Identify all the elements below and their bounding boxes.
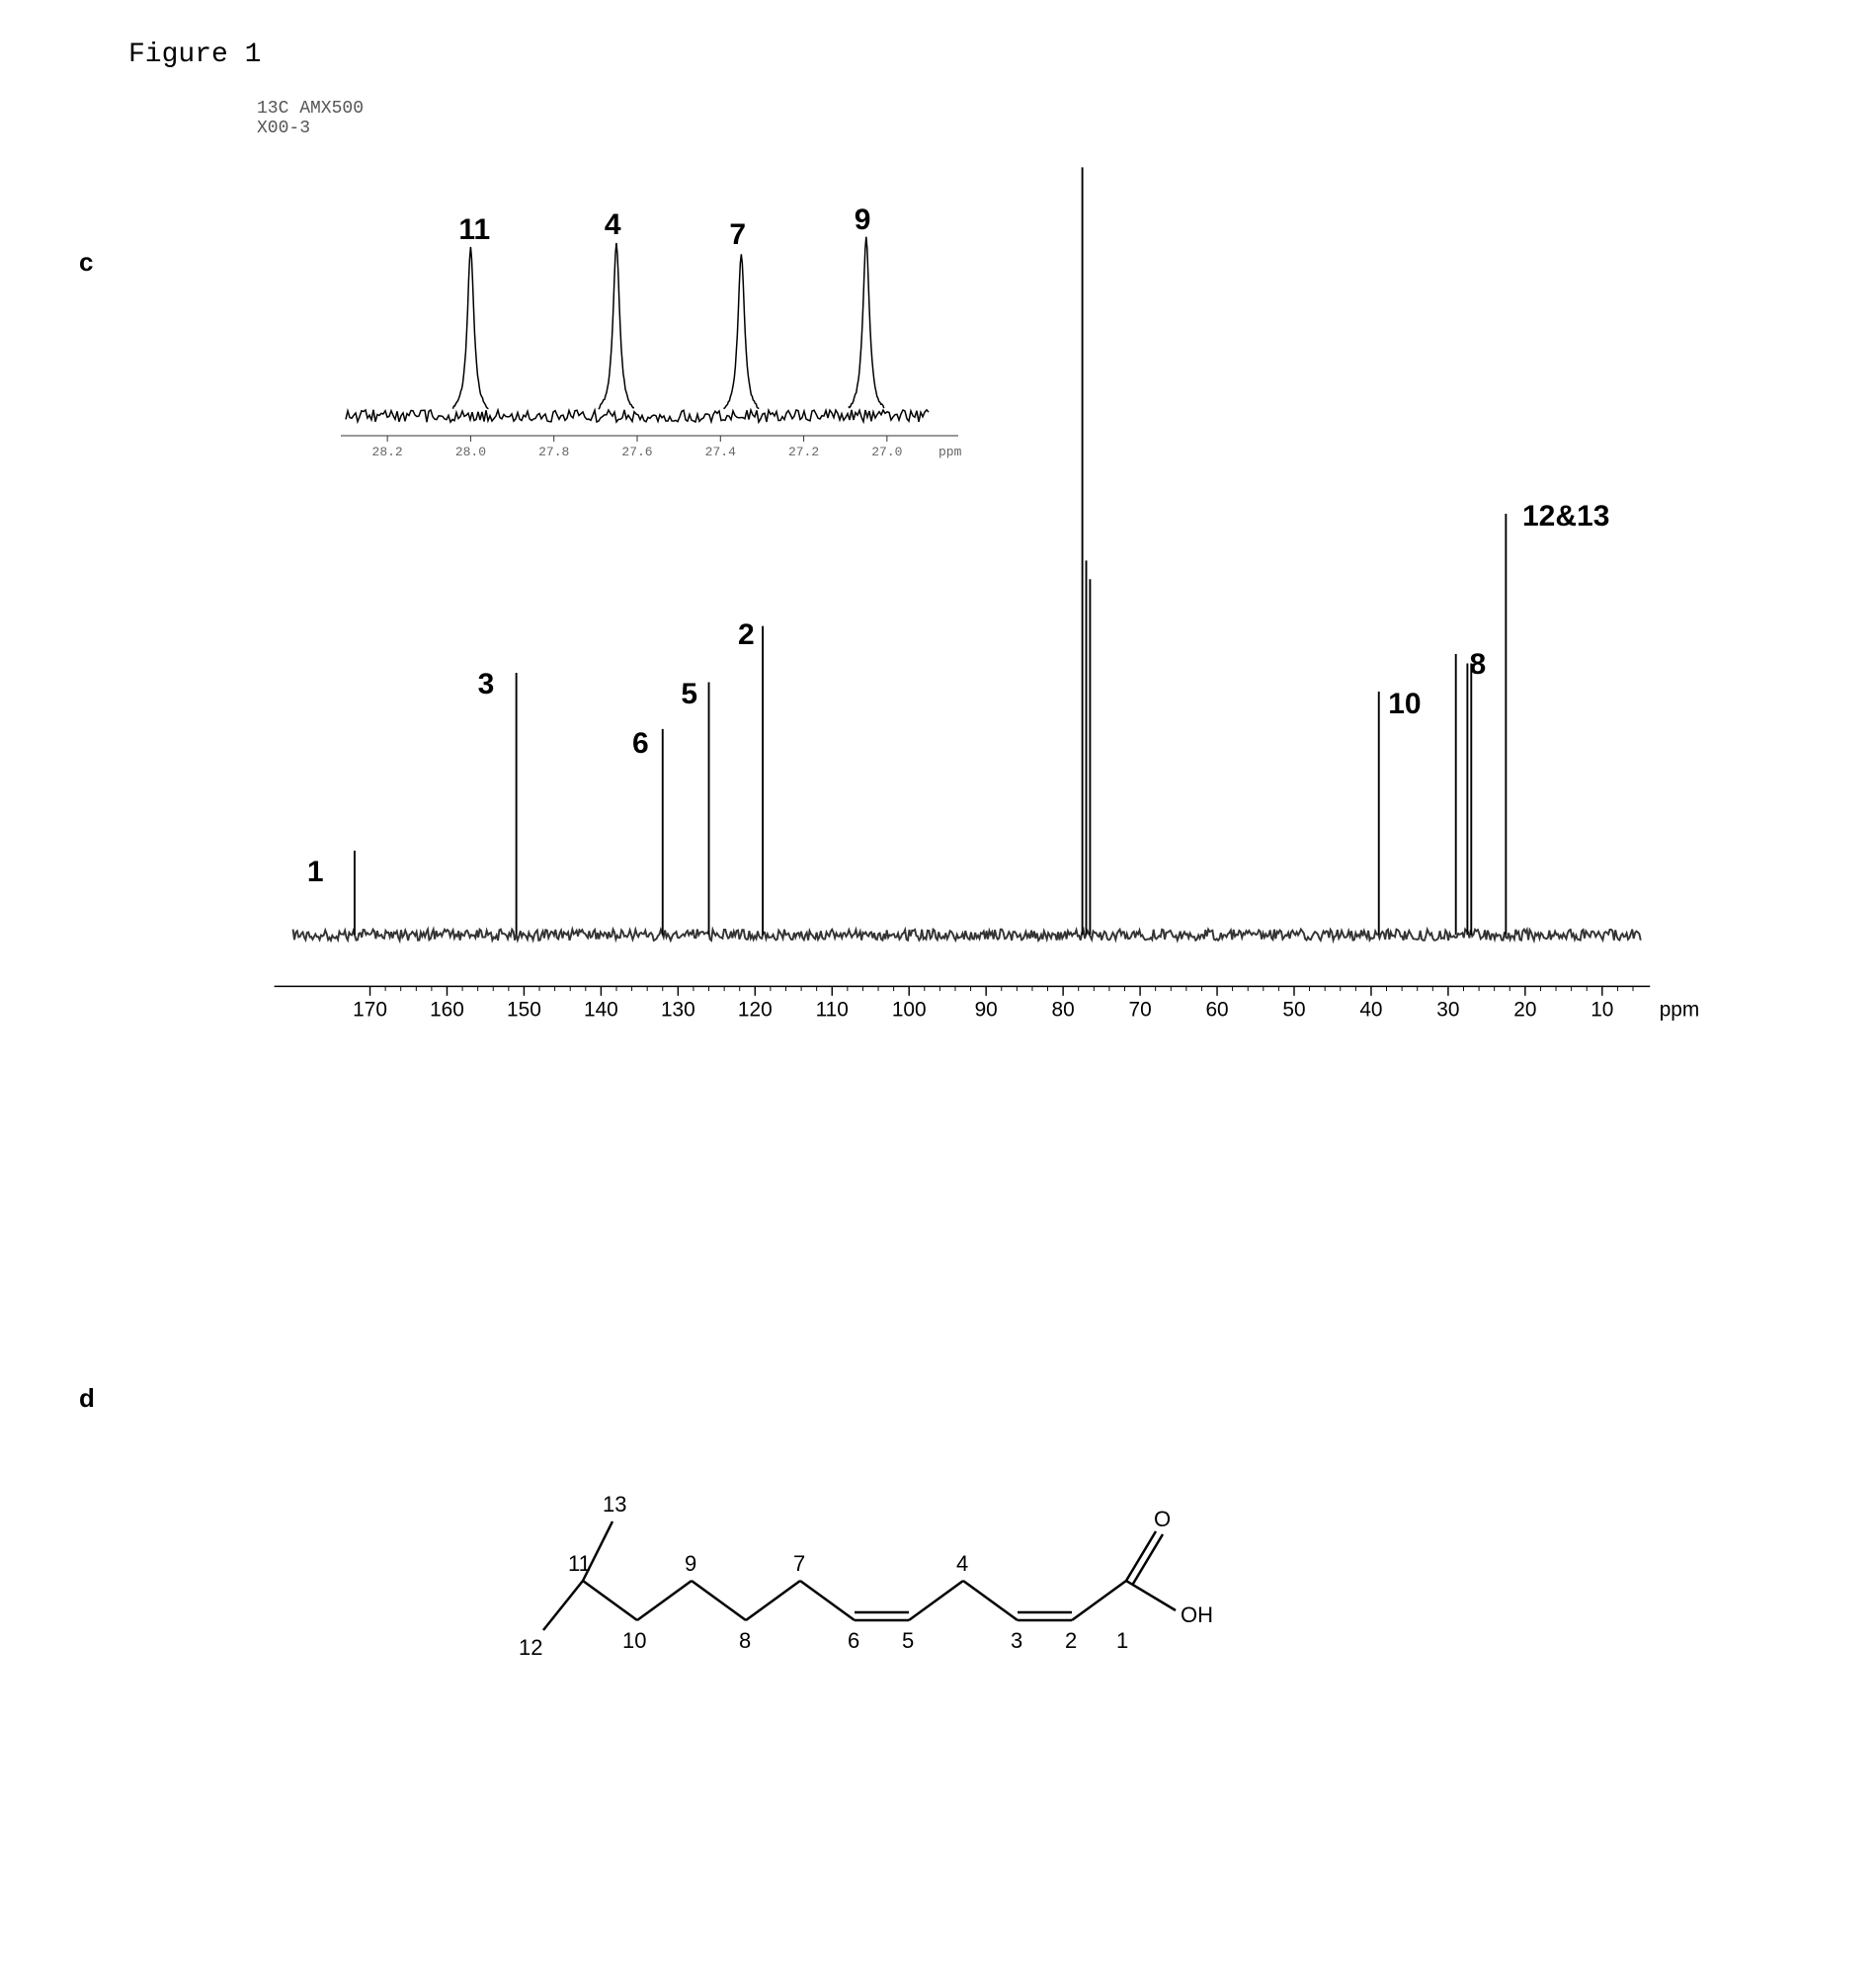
panel-d-label: d — [79, 1383, 95, 1414]
peak-label-5: 5 — [681, 678, 697, 711]
svg-text:90: 90 — [975, 999, 998, 1022]
peak-label-3: 3 — [478, 668, 495, 701]
svg-text:80: 80 — [1052, 999, 1075, 1022]
svg-text:120: 120 — [738, 999, 773, 1022]
inset-peak-label-4: 4 — [605, 208, 621, 242]
instrument-line2: X00-3 — [257, 120, 364, 139]
atom-8: 8 — [739, 1628, 751, 1653]
inset-spectrum: 28.2 28.0 27.8 27.6 27.4 27.2 27.0 ppm — [326, 159, 968, 475]
svg-text:27.6: 27.6 — [621, 445, 652, 459]
atom-5: 5 — [902, 1628, 914, 1653]
atom-3: 3 — [1011, 1628, 1022, 1653]
atom-10: 10 — [622, 1628, 646, 1653]
atom-7: 7 — [793, 1551, 805, 1576]
svg-text:170: 170 — [353, 999, 387, 1022]
atom-2: 2 — [1065, 1628, 1077, 1653]
svg-text:130: 130 — [661, 999, 695, 1022]
atom-12: 12 — [519, 1635, 542, 1660]
atom-9: 9 — [685, 1551, 696, 1576]
svg-text:27.4: 27.4 — [705, 445, 736, 459]
svg-text:100: 100 — [892, 999, 927, 1022]
svg-text:20: 20 — [1513, 999, 1536, 1022]
svg-text:30: 30 — [1436, 999, 1459, 1022]
atom-4: 4 — [956, 1551, 968, 1576]
svg-text:40: 40 — [1359, 999, 1382, 1022]
peak-label-2: 2 — [738, 618, 755, 652]
atom-13: 13 — [603, 1492, 626, 1517]
atom-11: 11 — [568, 1551, 591, 1576]
svg-text:27.2: 27.2 — [788, 445, 819, 459]
svg-text:ppm: ppm — [938, 445, 962, 459]
svg-text:27.8: 27.8 — [538, 445, 569, 459]
svg-text:70: 70 — [1128, 999, 1151, 1022]
svg-text:28.2: 28.2 — [372, 445, 403, 459]
svg-text:10: 10 — [1591, 999, 1613, 1022]
svg-text:60: 60 — [1205, 999, 1228, 1022]
atom-oxygen: O — [1154, 1507, 1171, 1531]
instrument-label: 13C AMX500 X00-3 — [257, 100, 364, 139]
peak-label-1: 1 — [307, 856, 324, 889]
inset-peak-label-7: 7 — [729, 218, 746, 252]
atom-6: 6 — [848, 1628, 859, 1653]
peak-label-6: 6 — [632, 727, 649, 761]
svg-text:160: 160 — [430, 999, 464, 1022]
inset-peak-label-9: 9 — [855, 204, 871, 237]
figure-title: Figure 1 — [128, 40, 1797, 70]
peak-label-8: 8 — [1470, 648, 1487, 682]
svg-text:140: 140 — [584, 999, 618, 1022]
peak-label-10: 10 — [1388, 688, 1421, 721]
svg-text:150: 150 — [507, 999, 541, 1022]
chemical-structure: 13 12 11 10 9 8 7 6 5 4 3 2 1 O OH — [445, 1413, 1334, 1759]
svg-text:28.0: 28.0 — [455, 445, 486, 459]
svg-text:110: 110 — [816, 999, 849, 1022]
svg-text:ppm: ppm — [1660, 999, 1700, 1022]
panel-c-label: c — [79, 247, 93, 278]
atom-1: 1 — [1116, 1628, 1128, 1653]
atom-oh: OH — [1181, 1602, 1213, 1627]
peak-label-12-13: 12&13 — [1522, 500, 1609, 534]
instrument-line1: 13C AMX500 — [257, 100, 364, 120]
svg-text:27.0: 27.0 — [871, 445, 902, 459]
inset-peak-label-11: 11 — [458, 213, 490, 247]
svg-text:50: 50 — [1282, 999, 1305, 1022]
spectrum-container: 13C AMX500 X00-3 17016015014013012011010… — [178, 90, 1758, 1127]
